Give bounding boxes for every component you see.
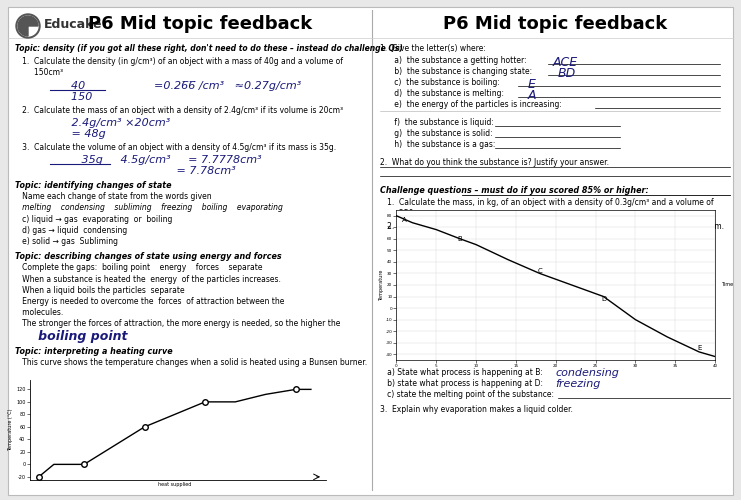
Y-axis label: Temperature: Temperature	[379, 270, 384, 300]
Text: molecules.: molecules.	[15, 308, 63, 317]
Text: B: B	[458, 236, 462, 242]
Text: = 7.78cm³: = 7.78cm³	[110, 166, 236, 176]
Text: d)  the substance is melting:: d) the substance is melting:	[380, 89, 504, 98]
Text: heat supplied: heat supplied	[158, 482, 191, 487]
Text: P6 Mid topic feedback: P6 Mid topic feedback	[443, 15, 667, 33]
Text: 150: 150	[50, 92, 93, 102]
Text: boiling point: boiling point	[25, 330, 127, 343]
Text: Time: Time	[722, 282, 734, 288]
Text: ACE: ACE	[553, 56, 578, 69]
Text: e)  the energy of the particles is increasing:: e) the energy of the particles is increa…	[380, 100, 562, 109]
Text: Challenge questions – must do if you scored 85% or higher:: Challenge questions – must do if you sco…	[380, 186, 649, 195]
Text: c) state the melting point of the substance:: c) state the melting point of the substa…	[380, 390, 554, 399]
Text: C: C	[537, 268, 542, 274]
Text: This curve shows the temperature changes when a solid is heated using a Bunsen b: This curve shows the temperature changes…	[15, 358, 367, 367]
Text: E: E	[528, 78, 536, 91]
Text: Topic: identifying changes of state: Topic: identifying changes of state	[15, 181, 171, 190]
Text: h)  the substance is a gas:: h) the substance is a gas:	[380, 140, 496, 149]
Text: A: A	[402, 218, 407, 224]
Text: 2.  Calculate the mass of an object with a density of 2.4g/cm³ if its volume is : 2. Calculate the mass of an object with …	[15, 106, 343, 115]
Circle shape	[16, 14, 40, 38]
Text: 2.4g/cm³ ×20cm³: 2.4g/cm³ ×20cm³	[40, 118, 170, 128]
Text: b) state what process is happening at D:: b) state what process is happening at D:	[380, 379, 543, 388]
Text: The stronger the forces of attraction, the more energy is needed, so the higher : The stronger the forces of attraction, t…	[15, 319, 340, 328]
Text: 4.5g/cm³     = 7.7778cm³: 4.5g/cm³ = 7.7778cm³	[110, 155, 262, 165]
Text: 2.  What do you think the substance is? Justify your answer.: 2. What do you think the substance is? J…	[380, 158, 609, 167]
Text: Topic: density (if you got all these right, don't need to do these – instead do : Topic: density (if you got all these rig…	[15, 44, 403, 53]
Text: When a liquid boils the particles  separate: When a liquid boils the particles separa…	[15, 286, 185, 295]
Text: freezing: freezing	[555, 379, 600, 389]
Text: d) gas → liquid  condensing: d) gas → liquid condensing	[15, 226, 127, 235]
Text: 35g: 35g	[50, 155, 103, 165]
Wedge shape	[18, 16, 38, 36]
Text: b)  the substance is changing state:: b) the substance is changing state:	[380, 67, 532, 76]
Text: = 48g: = 48g	[40, 129, 106, 139]
Text: Topic: interpreting a heating curve: Topic: interpreting a heating curve	[15, 347, 173, 356]
Text: 250cm³.: 250cm³.	[380, 209, 431, 218]
Text: Complete the gaps:  boiling point    energy    forces    separate: Complete the gaps: boiling point energy …	[15, 263, 262, 272]
Text: E: E	[697, 346, 701, 352]
Text: Name each change of state from the words given: Name each change of state from the words…	[15, 192, 212, 201]
Text: A: A	[528, 89, 536, 102]
Text: melting    condensing    subliming    freezing    boiling    evaporating: melting condensing subliming freezing bo…	[15, 203, 283, 212]
Circle shape	[18, 16, 38, 36]
Text: 40: 40	[50, 81, 85, 91]
Text: 3.  Explain why evaporation makes a liquid colder.: 3. Explain why evaporation makes a liqui…	[380, 405, 573, 414]
Text: 150cm³: 150cm³	[15, 68, 63, 77]
Text: D: D	[601, 296, 606, 302]
Text: a)  the substance a getting hotter:: a) the substance a getting hotter:	[380, 56, 527, 65]
Text: 1.  Give the letter(s) where:: 1. Give the letter(s) where:	[380, 44, 486, 53]
Text: e) solid → gas  Subliming: e) solid → gas Subliming	[15, 237, 118, 246]
Text: 1.  Calculate the mass, in kg, of an object with a density of 0.3g/cm³ and a vol: 1. Calculate the mass, in kg, of an obje…	[380, 198, 714, 207]
Text: When a substance is heated the  energy  of the particles increases.: When a substance is heated the energy of…	[15, 275, 281, 284]
Text: Educake: Educake	[44, 18, 102, 30]
Text: =0.26̅6̅̇ /cm³   ≈0.27g/cm³: =0.26̅6̅̇ /cm³ ≈0.27g/cm³	[105, 81, 302, 91]
Text: P6 Mid topic feedback: P6 Mid topic feedback	[88, 15, 312, 33]
Y-axis label: Temperature (°C): Temperature (°C)	[8, 409, 13, 451]
Text: c)  the substance is boiling:: c) the substance is boiling:	[380, 78, 500, 87]
Text: c) liquid → gas  evaporating  or  boiling: c) liquid → gas evaporating or boiling	[15, 215, 173, 224]
Text: 3.  Calculate the volume of an object with a density of 4.5g/cm³ if its mass is : 3. Calculate the volume of an object wit…	[15, 143, 336, 152]
Text: 2.  The curve below shows the temperature of a substance as it is left to cool i: 2. The curve below shows the temperature…	[380, 222, 724, 231]
Text: BD: BD	[558, 67, 576, 80]
Text: f)  the substance is liquid:: f) the substance is liquid:	[380, 118, 494, 127]
Text: g)  the substance is solid:: g) the substance is solid:	[380, 129, 493, 138]
Text: Energy is needed to overcome the  forces  of attraction between the: Energy is needed to overcome the forces …	[15, 297, 285, 306]
Text: 1.  Calculate the density (in g/cm³) of an object with a mass of 40g and a volum: 1. Calculate the density (in g/cm³) of a…	[15, 57, 343, 66]
Text: condensing: condensing	[555, 368, 619, 378]
Text: a) State what process is happening at B:: a) State what process is happening at B:	[380, 368, 543, 377]
FancyBboxPatch shape	[8, 7, 733, 495]
Text: Topic: describing changes of state using energy and forces: Topic: describing changes of state using…	[15, 252, 282, 261]
